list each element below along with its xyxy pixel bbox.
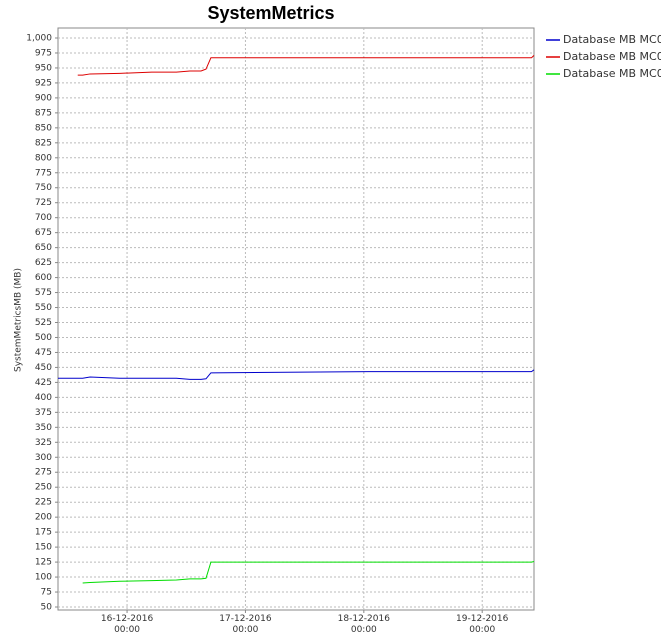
y-tick-label: 450 <box>35 363 52 373</box>
y-tick-label: 150 <box>35 543 52 553</box>
x-tick-label: 18-12-2016 00:00 <box>337 614 390 635</box>
y-tick-label: 225 <box>35 498 52 508</box>
y-tick-label: 575 <box>35 288 52 298</box>
y-tick-label: 375 <box>35 408 52 418</box>
legend-label: Database MB MC01 <box>563 67 661 80</box>
y-tick-label: 825 <box>35 138 52 148</box>
y-tick-label: 300 <box>35 453 52 463</box>
y-tick-label: 175 <box>35 528 52 538</box>
y-tick-label: 600 <box>35 273 52 283</box>
y-tick-label: 75 <box>41 588 52 598</box>
line-series <box>82 560 535 584</box>
chart-title: SystemMetrics <box>207 3 334 23</box>
y-tick-label: 325 <box>35 438 52 448</box>
y-tick-label: 200 <box>35 513 52 523</box>
legend-label: Database MB MC02 <box>563 50 661 63</box>
y-tick-label: 700 <box>35 213 52 223</box>
y-axis-label: SystemMetricsMB (MB) <box>14 268 24 372</box>
y-tick-label: 350 <box>35 423 52 433</box>
y-tick-label: 500 <box>35 333 52 343</box>
plot-area <box>57 27 535 611</box>
y-tick-label: 850 <box>35 123 52 133</box>
y-tick-label: 875 <box>35 108 52 118</box>
y-tick-label: 1,000 <box>26 34 52 44</box>
line-series <box>77 55 535 76</box>
y-tick-label: 475 <box>35 348 52 358</box>
y-tick-label: 775 <box>35 168 52 178</box>
y-tick-label: 800 <box>35 153 52 163</box>
y-tick-label: 650 <box>35 243 52 253</box>
x-tick-label: 17-12-2016 00:00 <box>219 614 272 635</box>
y-tick-label: 125 <box>35 558 52 568</box>
y-tick-label: 525 <box>35 318 52 328</box>
y-tick-label: 900 <box>35 93 52 103</box>
legend-label: Database MB MC00 <box>563 33 661 46</box>
line-series <box>58 369 535 380</box>
y-tick-label: 100 <box>35 573 52 583</box>
y-tick-label: 400 <box>35 393 52 403</box>
y-tick-label: 425 <box>35 378 52 388</box>
x-tick-label: 19-12-2016 00:00 <box>456 614 509 635</box>
y-tick-label: 250 <box>35 483 52 493</box>
y-tick-label: 975 <box>35 48 52 58</box>
y-tick-label: 925 <box>35 78 52 88</box>
y-tick-label: 550 <box>35 303 52 313</box>
y-tick-label: 50 <box>41 603 53 613</box>
y-tick-label: 750 <box>35 183 52 193</box>
y-tick-label: 275 <box>35 468 52 478</box>
y-tick-label: 675 <box>35 228 52 238</box>
x-tick-label: 16-12-2016 00:00 <box>100 614 154 635</box>
y-tick-label: 625 <box>35 258 52 268</box>
y-tick-label: 725 <box>35 198 52 208</box>
y-tick-label: 950 <box>35 63 52 73</box>
